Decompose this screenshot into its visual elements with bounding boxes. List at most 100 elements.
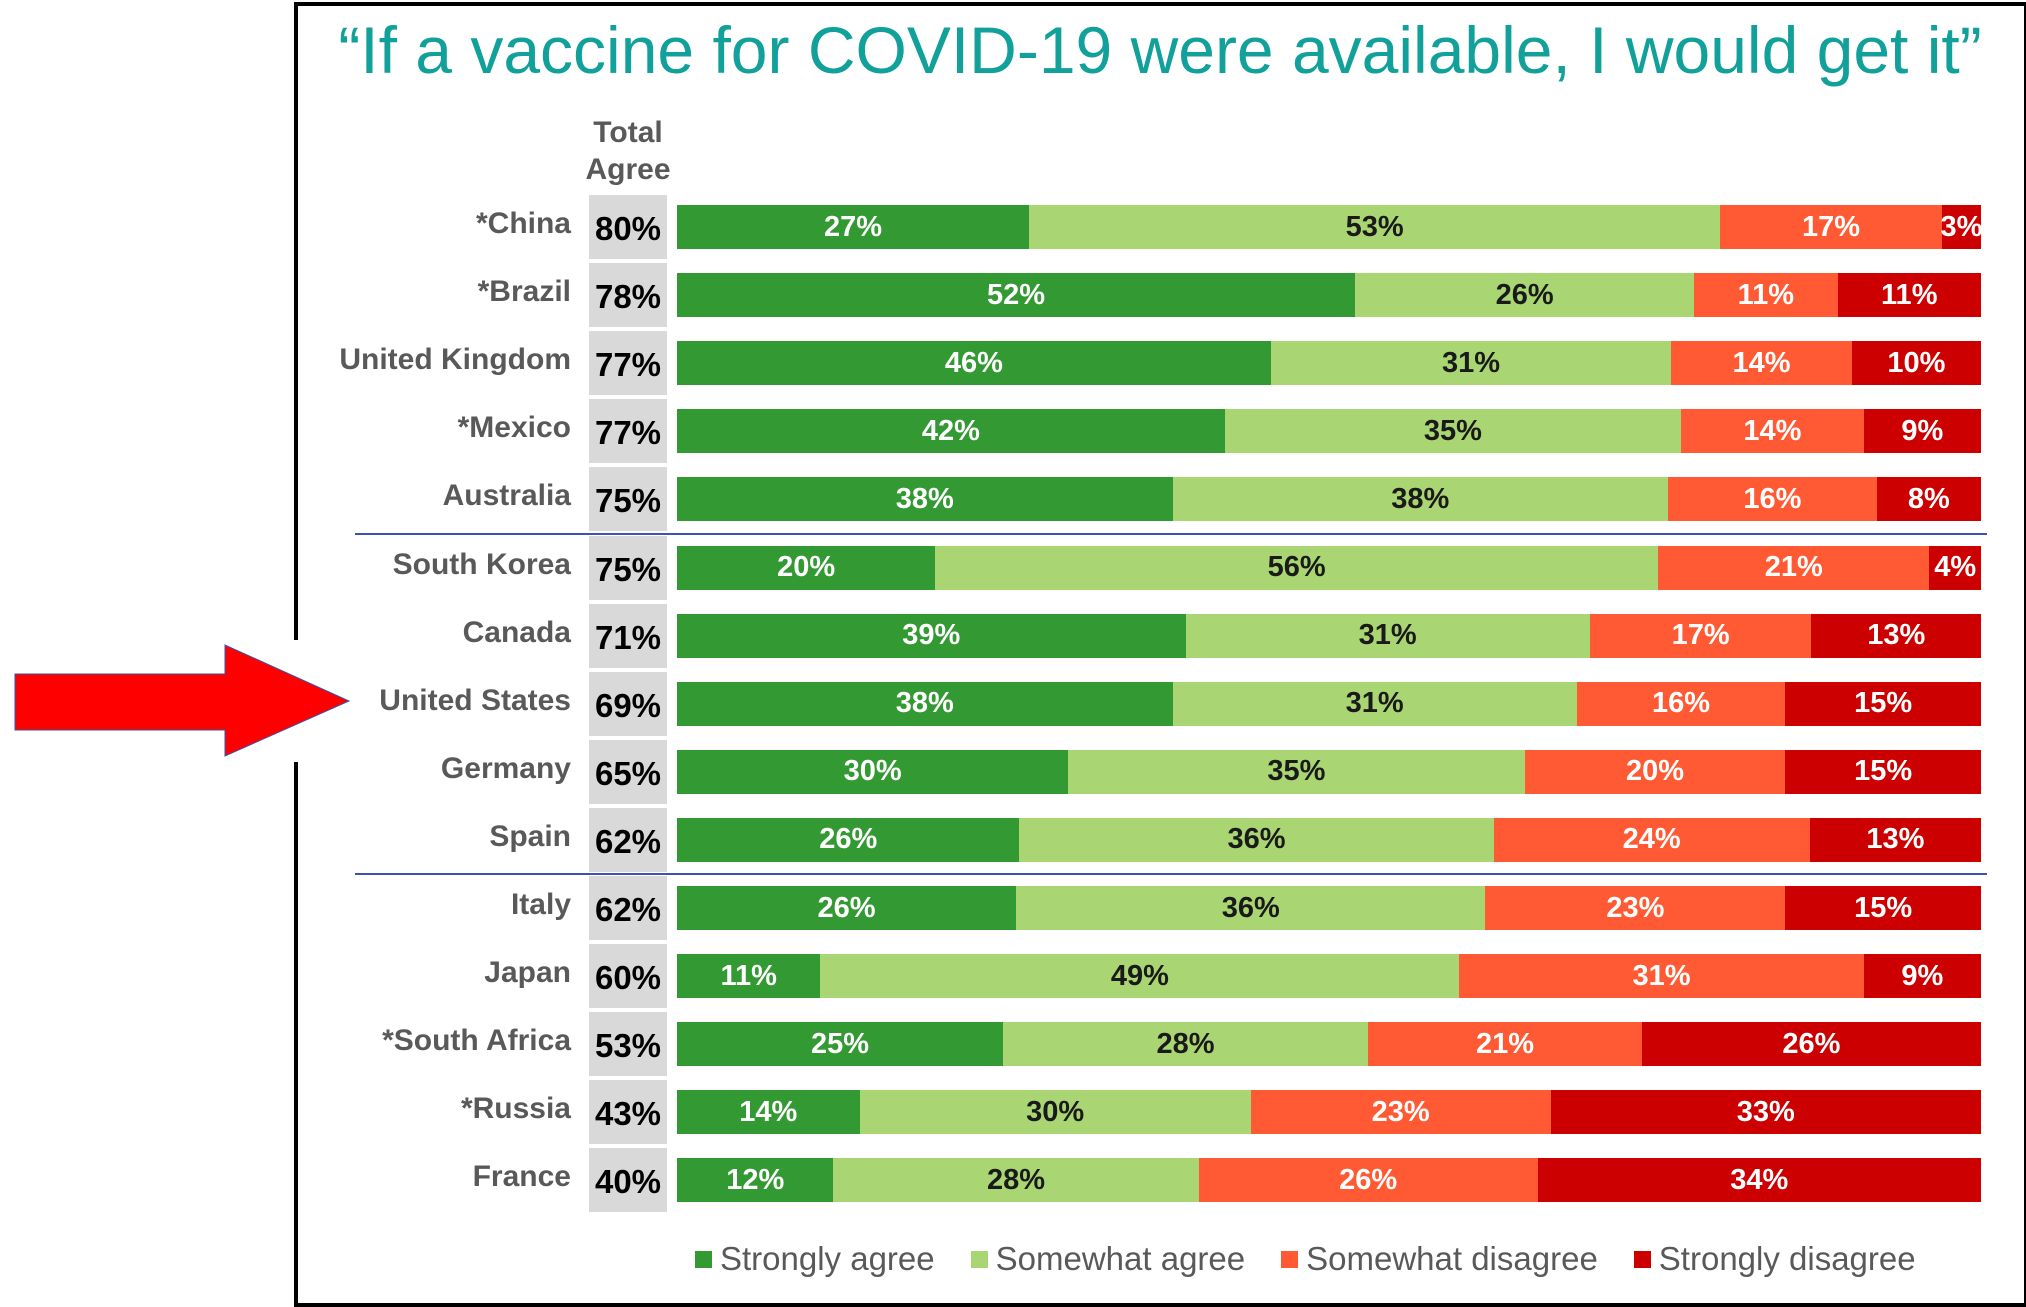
- total-agree-value: 77%: [589, 399, 667, 464]
- bar-segment-somewhat-agree: 28%: [833, 1158, 1199, 1203]
- bar-segment-strongly-disagree: 33%: [1550, 1090, 1981, 1135]
- bar-segment-somewhat-agree: 35%: [1068, 749, 1525, 794]
- country-label: *Mexico: [457, 411, 571, 445]
- bar-segment-strongly-agree: 38%: [677, 681, 1173, 726]
- total-agree-value: 75%: [589, 467, 667, 532]
- country-label: *Brazil: [477, 275, 571, 309]
- bar-segment-strongly-agree: 20%: [677, 545, 936, 590]
- bar-segment-somewhat-disagree: 17%: [1720, 205, 1942, 249]
- bar-segment-strongly-agree: 38%: [677, 477, 1173, 522]
- bar-segment-somewhat-disagree: 23%: [1250, 1090, 1551, 1135]
- country-label: Japan: [484, 956, 571, 990]
- bar-segment-strongly-agree: 46%: [677, 341, 1271, 386]
- total-agree-value: 43%: [589, 1080, 667, 1145]
- bar-segment-somewhat-disagree: 24%: [1493, 817, 1810, 862]
- legend-swatch: [970, 1250, 988, 1268]
- chart-row: *Russia 43% 14% 30% 23% 33%: [0, 1078, 2026, 1146]
- stacked-bar: 20% 56% 21% 4%: [677, 545, 1981, 590]
- chart-row: Spain 62% 26% 36% 24% 13%: [0, 806, 2026, 874]
- chart-row: South Korea 75% 20% 56% 21% 4%: [0, 534, 2026, 602]
- bar-segment-somewhat-agree: 31%: [1172, 681, 1577, 726]
- country-label: United Kingdom: [339, 343, 571, 377]
- bar-segment-strongly-agree: 27%: [677, 205, 1030, 249]
- bar-segment-strongly-agree: 25%: [677, 1022, 1003, 1067]
- country-label: Canada: [462, 615, 571, 649]
- bar-segment-strongly-disagree: 3%: [1940, 205, 1982, 249]
- bar-segment-somewhat-disagree: 14%: [1671, 341, 1852, 386]
- stacked-bar: 46% 31% 14% 10%: [677, 341, 1981, 386]
- total-agree-value: 65%: [589, 739, 667, 804]
- chart-row: *China 80% 27% 53% 17% 3%: [0, 193, 2026, 261]
- legend-label: Somewhat agree: [995, 1240, 1246, 1277]
- stacked-bar: 42% 35% 14% 9%: [677, 409, 1981, 454]
- country-label: United States: [379, 683, 571, 717]
- country-label: *Russia: [460, 1092, 571, 1126]
- bar-segment-somewhat-disagree: 16%: [1576, 681, 1786, 726]
- total-agree-header: Total Agree: [585, 116, 671, 186]
- bar-segment-strongly-agree: 42%: [677, 409, 1225, 454]
- country-label: Italy: [510, 888, 571, 921]
- chart-row: Japan 60% 11% 49% 31% 9%: [0, 942, 2026, 1010]
- bar-segment-somewhat-disagree: 20%: [1524, 749, 1786, 794]
- total-agree-value: 80%: [589, 195, 667, 259]
- bar-segment-somewhat-agree: 53%: [1029, 205, 1721, 249]
- bar-segment-somewhat-agree: 30%: [859, 1090, 1251, 1135]
- total-agree-value: 62%: [589, 876, 667, 940]
- bar-segment-somewhat-agree: 36%: [1016, 886, 1486, 930]
- legend-item: Strongly disagree: [1633, 1240, 1916, 1278]
- group-separator: [355, 532, 1987, 535]
- total-agree-value: 78%: [589, 263, 667, 328]
- bar-segment-somewhat-disagree: 26%: [1198, 1158, 1538, 1203]
- country-label: Spain: [489, 819, 571, 853]
- bar-segment-strongly-disagree: 15%: [1785, 681, 1981, 726]
- bar-segment-strongly-agree: 11%: [677, 954, 821, 999]
- bar-segment-somewhat-disagree: 16%: [1668, 477, 1877, 522]
- bar-segment-somewhat-agree: 35%: [1224, 409, 1682, 454]
- bar-segment-strongly-disagree: 15%: [1785, 886, 1981, 930]
- red-arrow-icon: [14, 644, 351, 757]
- total-agree-value: 77%: [589, 331, 667, 396]
- bar-segment-somewhat-agree: 56%: [935, 545, 1659, 590]
- bar-segment-strongly-agree: 12%: [677, 1158, 834, 1203]
- bar-segment-strongly-disagree: 15%: [1785, 749, 1981, 794]
- bar-segment-strongly-agree: 26%: [677, 886, 1017, 930]
- stacked-bar: 27% 53% 17% 3%: [677, 205, 1982, 249]
- stacked-bar: 26% 36% 24% 13%: [677, 817, 1981, 862]
- chart-row: France 40% 12% 28% 26% 34%: [0, 1146, 2026, 1214]
- bar-segment-strongly-agree: 52%: [677, 273, 1356, 318]
- chart-row: United Kingdom 77% 46% 31% 14% 10%: [0, 329, 2026, 397]
- stacked-bar: 11% 49% 31% 9%: [677, 954, 1981, 999]
- country-label: Australia: [442, 479, 571, 513]
- bar-segment-somewhat-agree: 31%: [1270, 341, 1672, 386]
- total-agree-value: 62%: [589, 807, 667, 872]
- bar-segment-somewhat-agree: 38%: [1172, 477, 1669, 522]
- chart-row: *South Africa 53% 25% 28% 21% 26%: [0, 1010, 2026, 1078]
- bar-segment-strongly-disagree: 10%: [1851, 341, 1981, 386]
- stacked-bar: 12% 28% 26% 34%: [677, 1158, 1981, 1203]
- total-agree-value: 69%: [589, 671, 667, 736]
- legend-swatch: [1281, 1250, 1299, 1268]
- bar-segment-strongly-disagree: 4%: [1929, 545, 1981, 590]
- bar-segment-strongly-disagree: 13%: [1811, 613, 1981, 658]
- bar-segment-strongly-disagree: 11%: [1837, 273, 1981, 318]
- chart-row: *Mexico 77% 42% 35% 14% 9%: [0, 397, 2026, 465]
- bar-segment-somewhat-disagree: 11%: [1694, 273, 1838, 318]
- country-label: France: [472, 1160, 571, 1194]
- group-separator: [355, 873, 1987, 875]
- total-agree-value: 75%: [589, 535, 667, 600]
- total-agree-value: 60%: [589, 944, 667, 1009]
- country-label: *South Africa: [382, 1024, 571, 1058]
- chart-row: Germany 65% 30% 35% 20% 15%: [0, 738, 2026, 806]
- bar-segment-somewhat-disagree: 21%: [1658, 545, 1930, 590]
- stacked-bar: 38% 38% 16% 8%: [677, 477, 1981, 522]
- stacked-bar: 30% 35% 20% 15%: [677, 749, 1981, 794]
- bar-segment-somewhat-agree: 49%: [820, 954, 1460, 999]
- chart-title: “If a vaccine for COVID-19 were availabl…: [338, 13, 1982, 87]
- legend-label: Strongly agree: [720, 1240, 935, 1277]
- chart-row: United States 69% 38% 31% 16% 15%: [0, 670, 2026, 738]
- bar-segment-strongly-disagree: 34%: [1537, 1158, 1981, 1203]
- bar-segment-somewhat-disagree: 21%: [1368, 1022, 1642, 1067]
- bar-segment-strongly-agree: 14%: [677, 1090, 860, 1135]
- bar-segment-somewhat-disagree: 23%: [1485, 886, 1786, 930]
- legend-item: Somewhat disagree: [1281, 1240, 1598, 1278]
